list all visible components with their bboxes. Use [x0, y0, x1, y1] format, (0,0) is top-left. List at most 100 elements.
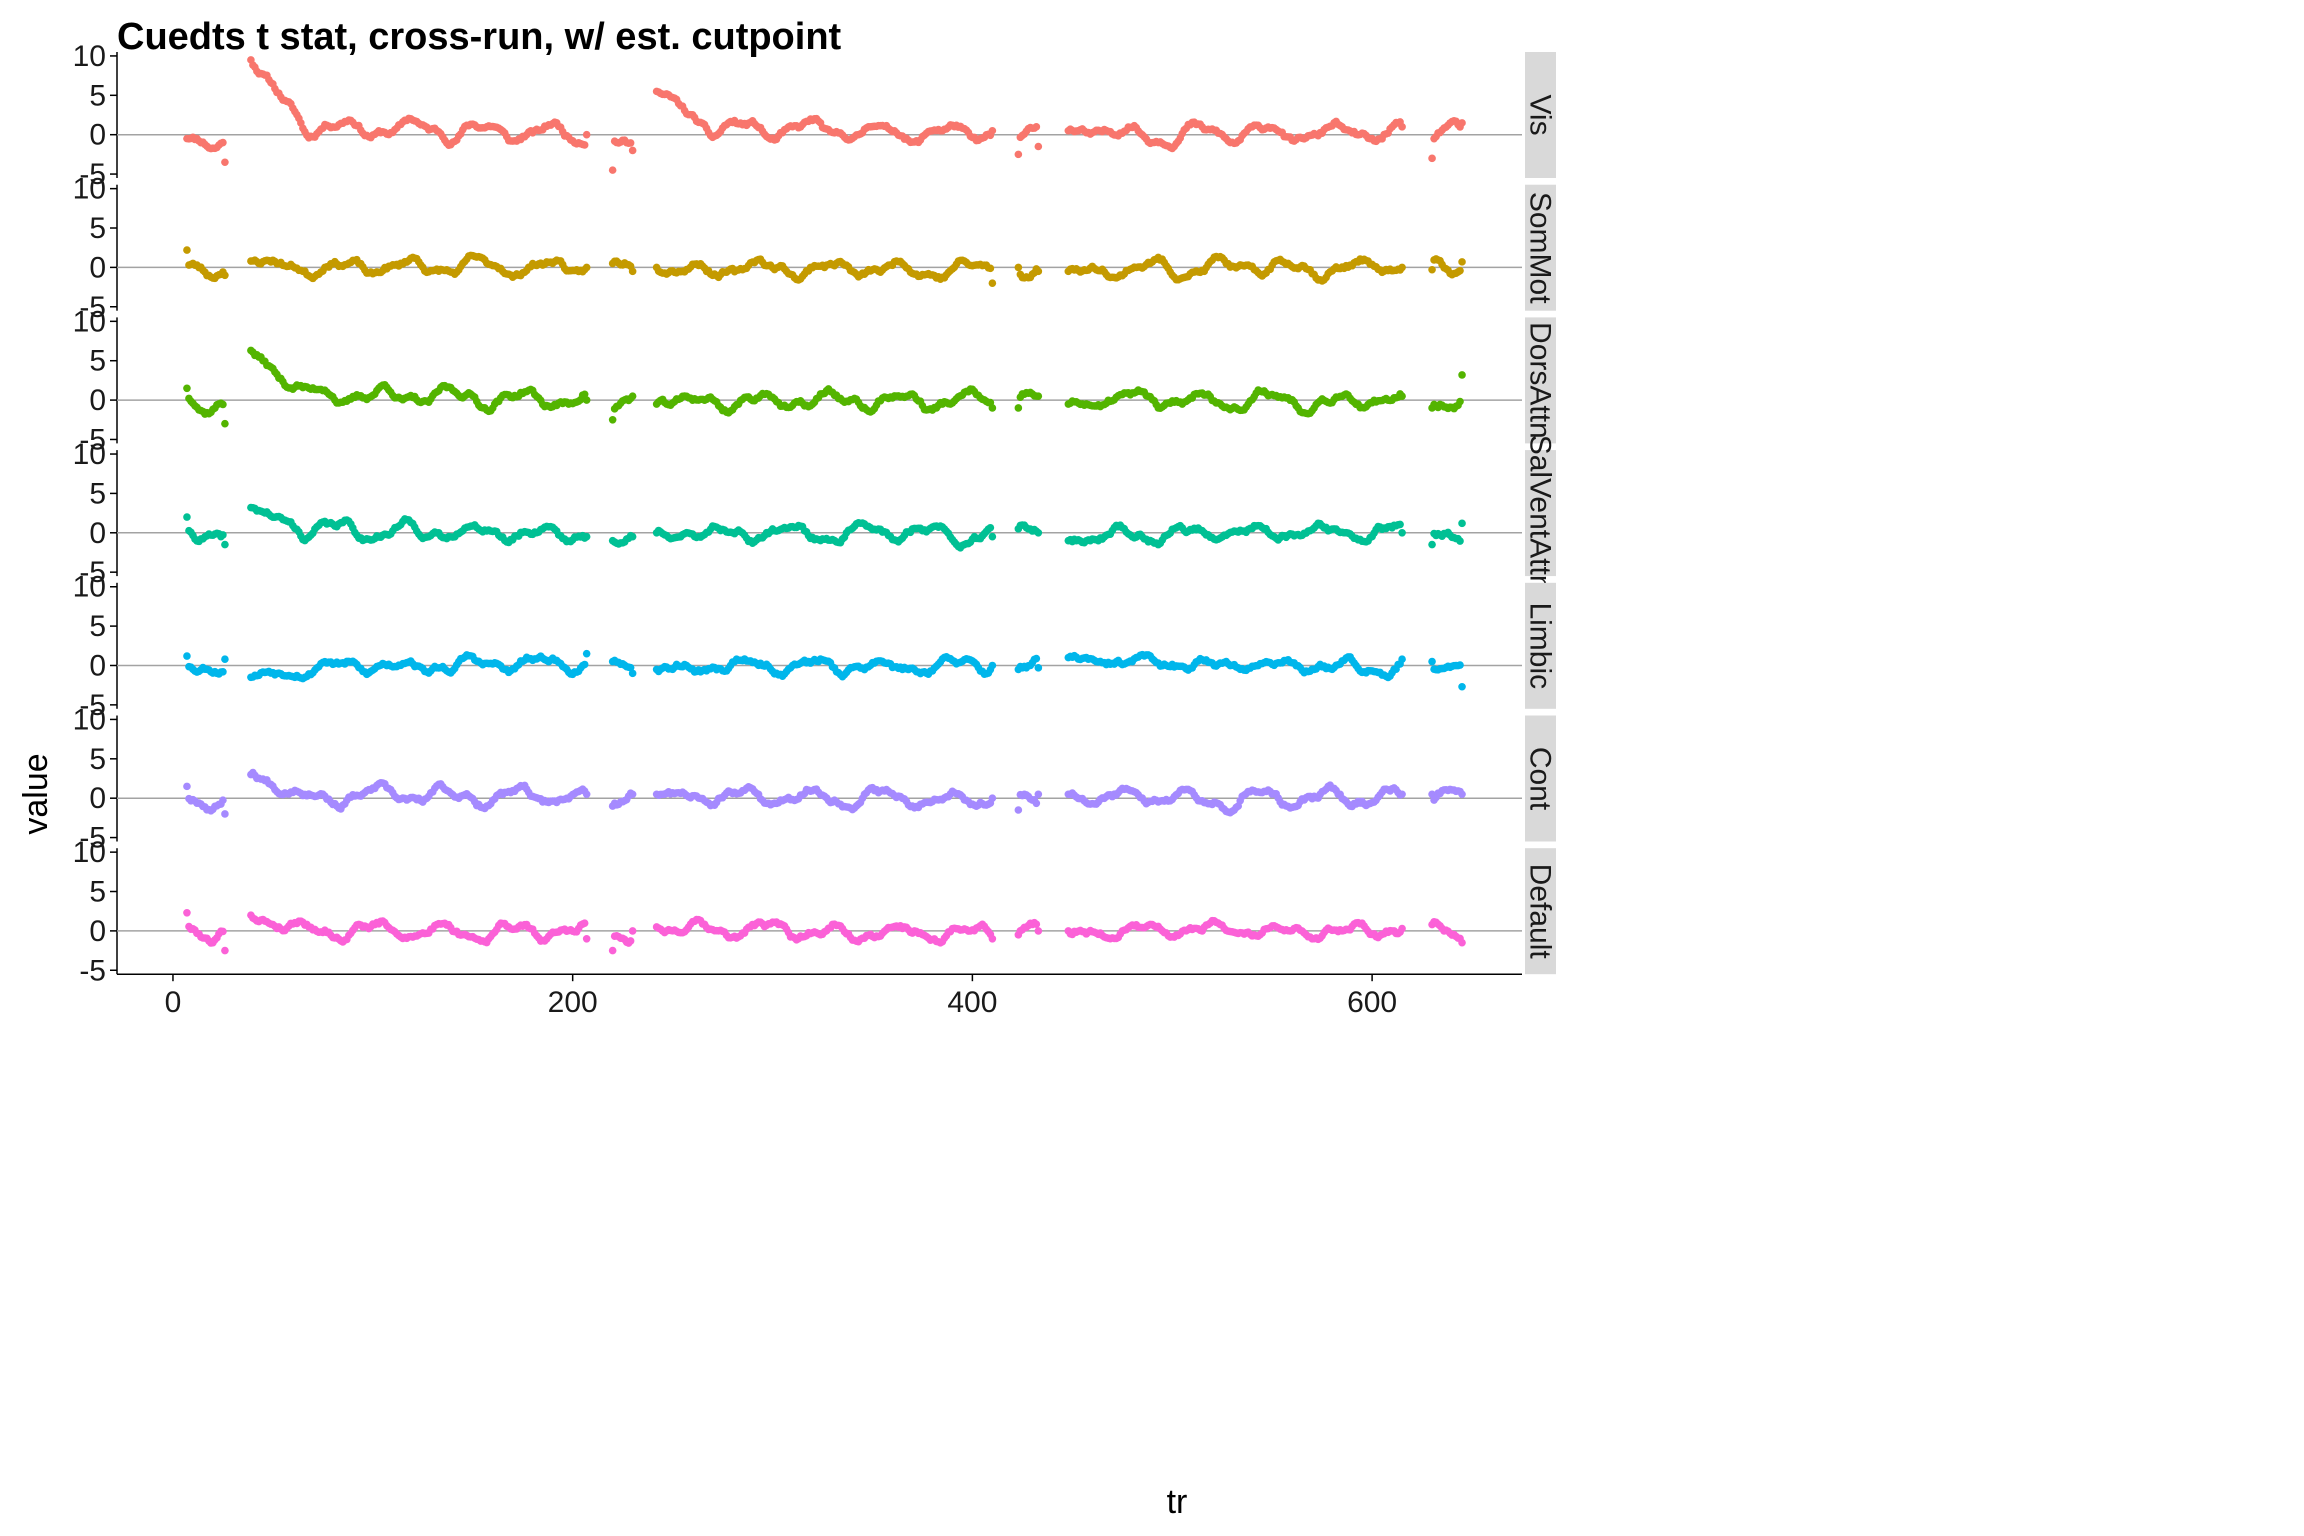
- x-tick-label: 200: [548, 986, 598, 1019]
- data-point: [988, 532, 997, 541]
- data-point: [626, 937, 635, 945]
- y-tick-label: 0: [89, 384, 106, 417]
- y-tick-label: 5: [89, 477, 106, 510]
- data-point: [1014, 150, 1023, 159]
- data-point: [628, 392, 637, 400]
- x-tick-label: 0: [165, 986, 182, 1019]
- facet-panel-limbic: -5 0 5 10 Limbic: [73, 571, 1557, 722]
- data-point: [219, 796, 227, 805]
- facet-panel-salventattn: -5 0 5 10 SalVentAttn: [73, 435, 1557, 592]
- facet-strip-label: Vis: [1524, 94, 1557, 135]
- y-tick-label: -5: [79, 158, 106, 191]
- data-point: [183, 513, 191, 521]
- y-tick-label: 10: [73, 40, 106, 73]
- y-tick-label: 10: [73, 703, 106, 736]
- data-point: [1456, 537, 1464, 545]
- data-point: [608, 166, 617, 174]
- data-point: [221, 158, 229, 167]
- data-point: [988, 794, 997, 802]
- data-point: [219, 138, 227, 147]
- data-point: [1458, 119, 1466, 127]
- x-tick-label: 400: [947, 986, 997, 1019]
- data-point: [219, 531, 227, 539]
- facet-panel-dorsattn: -5 0 5 10 DorsAttn: [73, 305, 1557, 456]
- data-point: [580, 141, 589, 149]
- data-point: [183, 782, 191, 791]
- data-point: [1456, 661, 1464, 669]
- y-tick-label: 0: [89, 119, 106, 152]
- data-point: [221, 271, 229, 280]
- data-point: [183, 246, 191, 254]
- facet-strip-label: DorsAttn: [1524, 322, 1557, 439]
- y-tick-label: 10: [73, 438, 106, 471]
- y-tick-label: 5: [89, 345, 106, 378]
- y-tick-label: -5: [79, 556, 106, 589]
- data-point: [1034, 142, 1043, 151]
- facet-strip: [1525, 715, 1556, 842]
- data-point: [1398, 655, 1406, 663]
- data-point: [1456, 266, 1464, 275]
- y-tick-label: 10: [73, 173, 106, 206]
- data-point: [628, 669, 637, 678]
- data-point: [988, 661, 997, 670]
- facet-strip: [1525, 450, 1556, 577]
- facet-panel-default: -5 0 5 10 Default: [73, 836, 1557, 987]
- facet-strip-label: Limbic: [1524, 602, 1557, 689]
- facet-strip: [1525, 582, 1556, 709]
- y-axis-label: value: [17, 753, 55, 834]
- data-point: [1034, 528, 1043, 537]
- data-point: [1398, 123, 1406, 131]
- facet-panel-sommot: -5 0 5 10 SomMot: [73, 173, 1557, 324]
- data-point: [582, 532, 591, 541]
- data-point: [1034, 664, 1043, 672]
- y-tick-label: -5: [79, 822, 106, 855]
- facet-strip: [1525, 317, 1556, 444]
- data-point: [1032, 122, 1041, 131]
- data-point: [1034, 267, 1043, 276]
- data-point: [628, 532, 637, 541]
- data-point: [1398, 263, 1406, 272]
- data-point: [1398, 392, 1406, 400]
- data-point: [628, 790, 637, 799]
- data-point: [580, 390, 589, 399]
- data-point: [1428, 657, 1436, 666]
- data-point: [1396, 520, 1404, 529]
- data-point: [582, 790, 591, 799]
- data-point: [1458, 371, 1466, 379]
- x-tick-label: 600: [1347, 986, 1397, 1019]
- data-point: [988, 934, 997, 943]
- data-point: [988, 126, 997, 135]
- y-tick-label: 5: [89, 876, 106, 909]
- x-axis-label: tr: [1167, 1483, 1188, 1521]
- facet-strip: [1525, 848, 1556, 975]
- data-point: [988, 404, 997, 412]
- facet-strip-label: SalVentAttn: [1524, 435, 1557, 592]
- data-point: [582, 130, 591, 139]
- facet-strip: [1525, 184, 1556, 311]
- y-tick-label: 10: [73, 571, 106, 604]
- data-point: [1456, 397, 1464, 406]
- y-tick-label: 0: [89, 517, 106, 550]
- data-point: [1398, 790, 1406, 799]
- data-point: [986, 523, 995, 532]
- data-point: [580, 660, 589, 669]
- y-tick-label: 0: [89, 782, 106, 815]
- data-point: [608, 415, 617, 424]
- y-tick-label: -5: [79, 423, 106, 456]
- data-point: [628, 927, 637, 935]
- y-tick-label: 5: [89, 212, 106, 245]
- y-tick-label: 0: [89, 251, 106, 284]
- data-point: [986, 264, 995, 273]
- data-point: [582, 649, 591, 658]
- y-tick-label: 10: [73, 305, 106, 338]
- data-point: [219, 400, 227, 409]
- data-point: [1458, 938, 1466, 947]
- y-tick-label: 5: [89, 743, 106, 776]
- data-point: [1034, 927, 1043, 935]
- data-point: [1032, 799, 1041, 808]
- data-point: [1014, 404, 1023, 412]
- data-point: [628, 146, 637, 155]
- y-tick-label: 0: [89, 649, 106, 682]
- facet-strip-label: Default: [1524, 864, 1557, 960]
